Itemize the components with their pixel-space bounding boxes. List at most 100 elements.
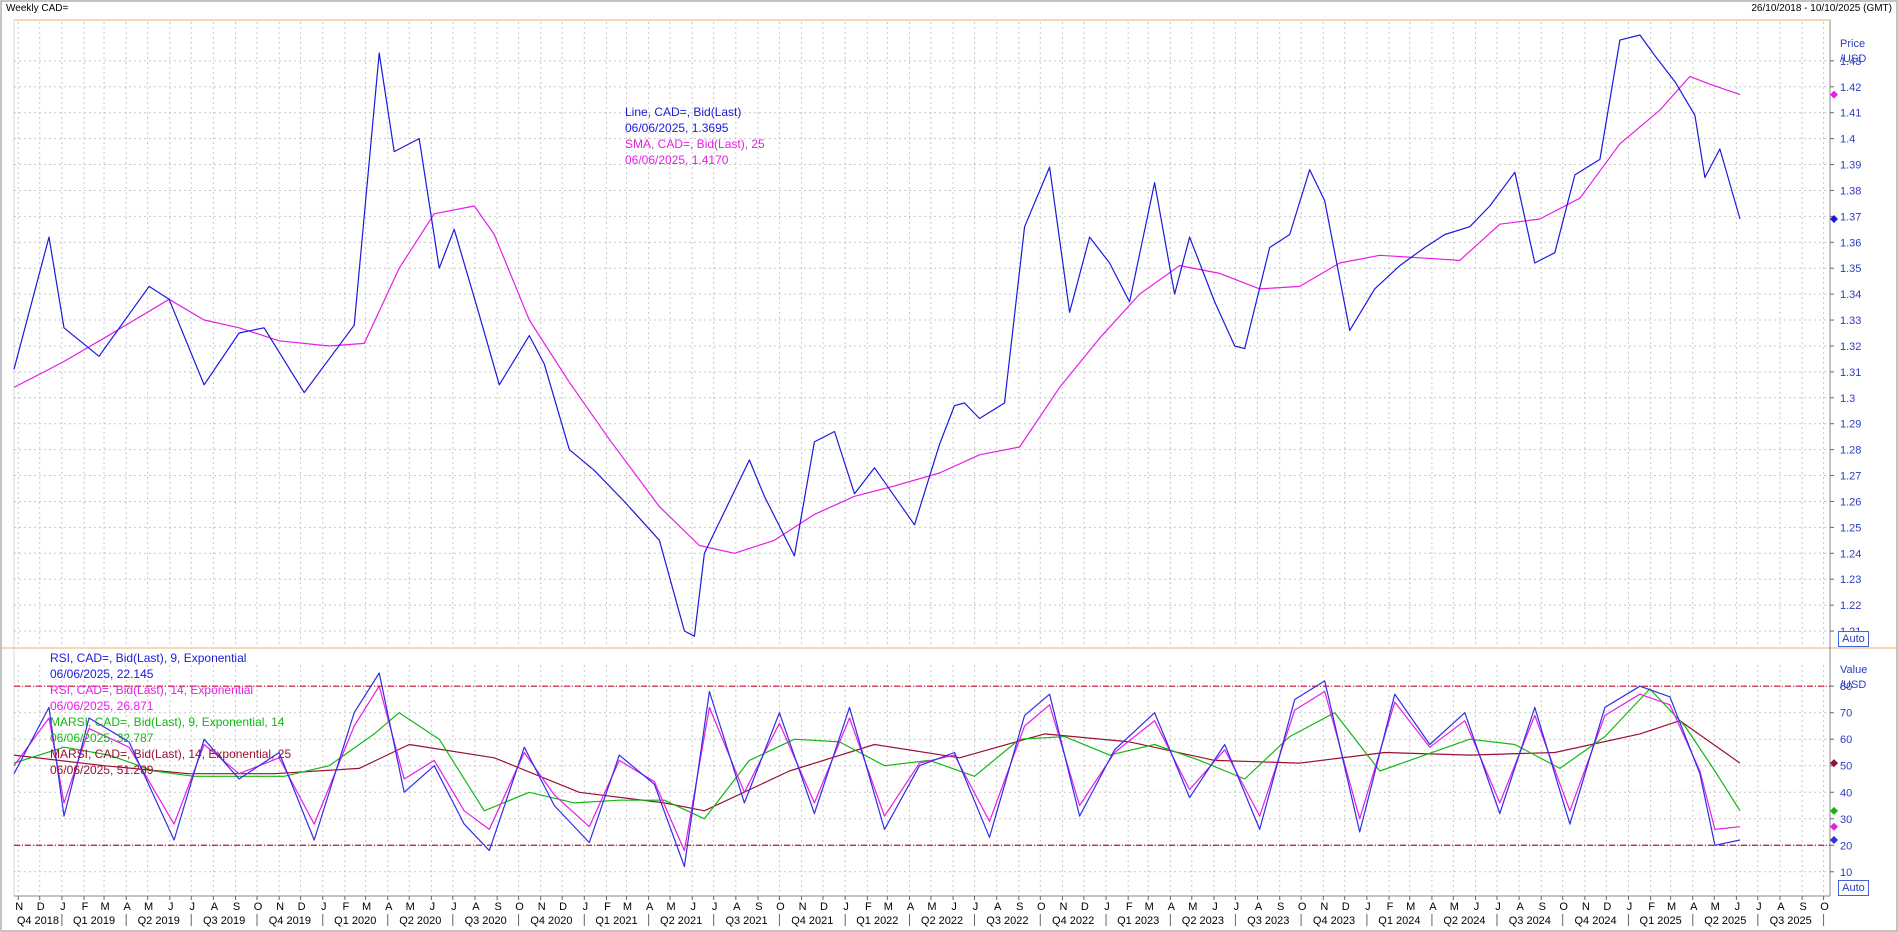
month-tick-label: J [168,901,174,913]
month-tick-label: O [1559,901,1568,913]
price-y-tick-label: 1.3 [1840,393,1855,405]
month-tick-label: N [1320,901,1328,913]
marsi-9-line-last-value-marker [1830,806,1838,815]
quarter-tick-label: Q4 2018 [17,915,59,927]
rsi-legend-rsi9-name: RSI, CAD=, Bid(Last), 9, Exponential [50,651,247,665]
price-line [13,34,1741,637]
quarter-tick-label: Q3 2023 [1247,915,1289,927]
month-tick-label: O [1298,901,1307,913]
month-tick-label: F [1648,901,1655,913]
quarter-tick-label: Q2 2021 [660,915,702,927]
rsi-legend-rsi14-name: RSI, CAD=, Bid(Last), 14, Exponential [50,683,254,697]
month-tick-label: J [1627,901,1633,913]
month-tick-label: O [254,901,263,913]
quarter-tick-label: Q3 2025 [1770,915,1812,927]
month-tick-label: M [623,901,632,913]
month-tick-label: J [951,901,957,913]
month-tick-label: J [583,901,589,913]
price-y-tick-label: 1.22 [1840,600,1861,612]
rsi-9-line [13,672,1741,868]
rsi-y-axis: 10 20 30 40 50 60 70 80 [14,681,1852,879]
month-tick-label: A [1429,901,1437,913]
quarter-tick-label: Q3 2021 [725,915,767,927]
month-tick-label: J [430,901,436,913]
quarter-tick-label: Q1 2022 [856,915,898,927]
month-tick-label: M [884,901,893,913]
price-unit-line1: Price [1840,38,1866,50]
month-tick-label: F [604,901,611,913]
chart-title: Weekly CAD= [6,3,69,14]
quarter-tick-label: Q3 2019 [203,915,245,927]
month-tick-label: A [385,901,393,913]
rsi-y-tick-label: 50 [1840,761,1852,773]
price-y-tick-label: 1.31 [1840,367,1861,379]
month-tick-label: A [211,901,219,913]
month-tick-label: M [100,901,109,913]
price-y-tick-label: 1.34 [1840,289,1861,301]
month-tick-label: A [472,901,480,913]
month-tick-label: S [1016,901,1023,913]
month-tick-label: D [298,901,306,913]
quarter-tick-label: Q3 2020 [465,915,507,927]
month-tick-label: N [15,901,23,913]
quarter-tick-label: Q4 2024 [1574,915,1616,927]
quarter-tick-label: Q4 2023 [1313,915,1355,927]
month-tick-label: A [1255,901,1263,913]
rsi-legend-marsi9-value: 06/06/2025, 32.787 [50,731,154,745]
rsi-legend-marsi14-value: 06/06/2025, 51.289 [50,763,154,777]
price-y-tick-label: 1.35 [1840,263,1861,275]
month-tick-label: J [1735,901,1741,913]
quarter-tick-label: Q2 2019 [138,915,180,927]
month-tick-label: D [559,901,567,913]
price-y-tick-label: 1.24 [1840,548,1861,560]
price-auto-scale-button[interactable]: Auto [1838,631,1869,647]
month-tick-label: O [776,901,785,913]
rsi-9-line-last-value-marker [1830,835,1838,844]
month-tick-label: O [515,901,524,913]
month-tick-label: J [1365,901,1371,913]
price-y-tick-label: 1.33 [1840,315,1861,327]
month-tick-label: A [124,901,132,913]
price-line-last-value-marker [1830,214,1838,223]
month-tick-label: S [1277,901,1284,913]
month-tick-label: D [1603,901,1611,913]
month-tick-label: J [1756,901,1762,913]
month-tick-label: J [1212,901,1218,913]
price-unit-line2: /USD [1840,53,1867,65]
month-tick-label: J [60,901,66,913]
month-tick-label: F [865,901,872,913]
month-tick-label: M [666,901,675,913]
month-tick-label: J [321,901,327,913]
month-tick-label: J [712,901,718,913]
rsi-legend-rsi14-value: 06/06/2025, 26.871 [50,699,154,713]
month-tick-label: S [755,901,762,913]
month-tick-label: A [1516,901,1524,913]
quarter-tick-label: Q4 2022 [1052,915,1094,927]
month-tick-label: D [1342,901,1350,913]
sma-25-line [13,75,1741,554]
price-unit-label: Price /USD [1840,37,1866,67]
month-tick-label: M [144,901,153,913]
rsi-y-tick-label: 80 [1840,681,1852,693]
month-tick-label: A [1168,901,1176,913]
price-legend-line-value: 06/06/2025, 1.3695 [625,121,729,135]
month-tick-label: S [1799,901,1806,913]
month-tick-label: F [82,901,89,913]
quarter-tick-label: Q3 2024 [1509,915,1551,927]
price-legend-sma-value: 06/06/2025, 1.4170 [625,153,729,167]
month-tick-label: A [907,901,915,913]
rsi-auto-scale-button[interactable]: Auto [1838,880,1869,896]
price-y-tick-label: 1.43 [1840,56,1861,68]
quarter-tick-label: Q1 2019 [73,915,115,927]
month-tick-label: A [994,901,1002,913]
price-y-tick-label: 1.29 [1840,419,1861,431]
month-tick-label: M [1188,901,1197,913]
quarter-tick-label: Q4 2021 [791,915,833,927]
month-tick-label: M [1667,901,1676,913]
price-legend: Line, CAD=, Bid(Last) 06/06/2025, 1.3695… [625,104,765,168]
month-tick-label: D [1081,901,1089,913]
rsi-legend-marsi14-name: MARSI, CAD=, Bid(Last), 14, Exponential,… [50,747,292,761]
quarter-tick-label: Q4 2019 [269,915,311,927]
rsi-unit-line1: Value [1840,664,1868,676]
